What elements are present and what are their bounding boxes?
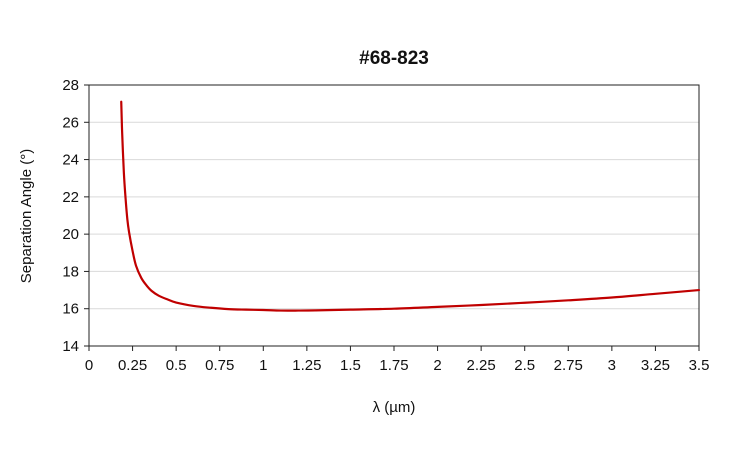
y-tick-label-1: 16 [62, 301, 79, 318]
x-tick-label-4: 1 [259, 357, 267, 374]
plot-area-border [88, 84, 700, 347]
y-axis-ticks: 14 16 18 20 22 24 26 28 [62, 77, 89, 355]
x-tick-label-3: 0.75 [205, 357, 234, 374]
x-axis-ticks: 0 0.25 0.5 0.75 1 1.25 1.5 1.75 2 2.25 2.5 2.75 3 3.2… [85, 346, 710, 374]
x-axis-label: λ (µm) [373, 399, 416, 416]
y-axis-label: Separation Angle (°) [18, 149, 35, 283]
x-tick-label-2: 0.5 [166, 357, 187, 374]
x-tick-label-8: 2 [433, 357, 441, 374]
series-layer [120, 100, 701, 312]
y-tick-label-4: 22 [62, 189, 79, 206]
x-tick-label-0: 0 [85, 357, 93, 374]
x-tick-label-1: 0.25 [118, 357, 147, 374]
x-tick-label-14: 3.5 [689, 357, 710, 374]
x-tick-label-13: 3.25 [641, 357, 670, 374]
y-tick-label-5: 24 [62, 152, 79, 169]
x-tick-label-6: 1.5 [340, 357, 361, 374]
y-tick-label-3: 20 [62, 226, 79, 243]
y-tick-label-2: 18 [62, 263, 79, 280]
y-tick-label-6: 26 [62, 114, 79, 131]
y-tick-label-7: 28 [62, 77, 79, 94]
x-tick-label-9: 2.25 [467, 357, 496, 374]
x-tick-label-12: 3 [608, 357, 616, 374]
chart-title: #68-823 [359, 48, 429, 69]
x-tick-label-11: 2.75 [554, 357, 583, 374]
series-line-0 [120, 100, 701, 312]
y-tick-label-0: 14 [62, 338, 79, 355]
x-tick-label-7: 1.75 [379, 357, 408, 374]
gridlines [89, 121, 699, 310]
x-tick-label-10: 2.5 [514, 357, 535, 374]
x-tick-label-5: 1.25 [292, 357, 321, 374]
